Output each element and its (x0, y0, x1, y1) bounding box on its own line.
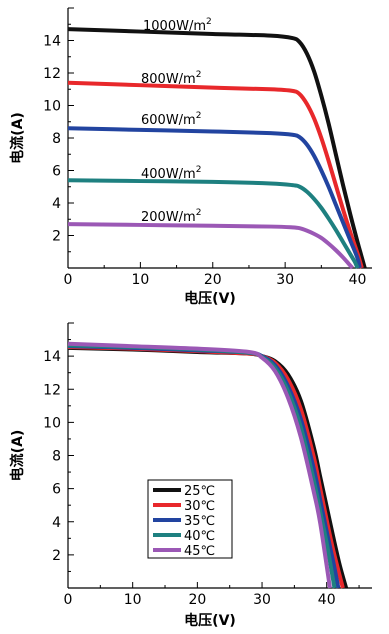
series-label: 1000W/m2 (143, 17, 212, 34)
x-tick-label: 20 (188, 592, 206, 608)
legend: 25℃30℃35℃40℃45℃ (147, 479, 233, 559)
legend-label: 40℃ (184, 529, 215, 544)
y-tick-label: 14 (43, 34, 61, 50)
y-tick-label: 6 (52, 164, 61, 180)
series-line (67, 126, 362, 269)
x-tick-label: 40 (349, 272, 367, 288)
y-axis-title: 电流(A) (9, 430, 26, 482)
y-tick-label: 12 (43, 382, 61, 398)
series-line (67, 222, 354, 270)
y-tick-label: 4 (52, 196, 61, 212)
x-axis-title: 电压(V) (184, 612, 236, 629)
x-tick-label: 10 (124, 592, 142, 608)
x-axis-title: 电压(V) (184, 290, 236, 307)
series-label: 400W/m2 (141, 165, 201, 182)
legend-label: 45℃ (184, 544, 215, 559)
legend-label: 25℃ (184, 484, 215, 499)
irradiance-iv-chart: 0 10 20 30 402468101214电压(V)电流(A)1000W/m2800… (9, 7, 372, 307)
series-line (67, 178, 360, 269)
x-tick-label: 0 (64, 592, 73, 608)
series-label-text: 200W/m (141, 210, 196, 225)
x-tick-label: 0 (64, 272, 73, 288)
legend-label: 35℃ (184, 514, 215, 529)
series-label-superscript: 2 (196, 111, 202, 121)
series-line (67, 80, 364, 269)
y-axis-title: 电流(A) (9, 112, 26, 164)
series-label-superscript: 2 (196, 70, 202, 80)
y-tick-label: 10 (43, 415, 61, 431)
series-label-superscript: 2 (196, 208, 202, 218)
series-label-superscript: 2 (206, 17, 212, 27)
y-tick-label: 2 (52, 229, 61, 245)
legend-label: 30℃ (184, 499, 215, 514)
x-tick-label: 10 (131, 272, 149, 288)
series-label-text: 1000W/m (143, 19, 206, 34)
x-tick-label: 40 (318, 592, 336, 608)
series-label-text: 600W/m (141, 113, 196, 128)
series-line (67, 27, 367, 269)
temperature-iv-chart: 0 10 20 30 40 2 4 6 8 10 12 14 电压(V) 电流(A) 25℃30℃35℃40… (9, 322, 372, 629)
series-label: 200W/m2 (141, 208, 201, 225)
series-label-text: 800W/m (141, 72, 196, 87)
x-tick-label: 30 (276, 272, 294, 288)
y-tick-label: 10 (43, 99, 61, 115)
y-tick-label: 8 (52, 449, 61, 465)
x-tick-label: 30 (253, 592, 271, 608)
y-tick-label: 12 (43, 66, 61, 82)
y-tick-label: 2 (52, 548, 61, 564)
y-tick-label: 4 (52, 515, 61, 531)
series-label: 800W/m2 (141, 70, 201, 87)
y-tick-label: 8 (52, 131, 61, 147)
series-label-text: 400W/m (141, 167, 196, 182)
series-label-superscript: 2 (196, 165, 202, 175)
x-tick-label: 20 (204, 272, 222, 288)
y-tick-label: 6 (52, 482, 61, 498)
series-label: 600W/m2 (141, 111, 201, 128)
y-tick-label: 14 (43, 349, 61, 365)
series-line (67, 341, 332, 589)
